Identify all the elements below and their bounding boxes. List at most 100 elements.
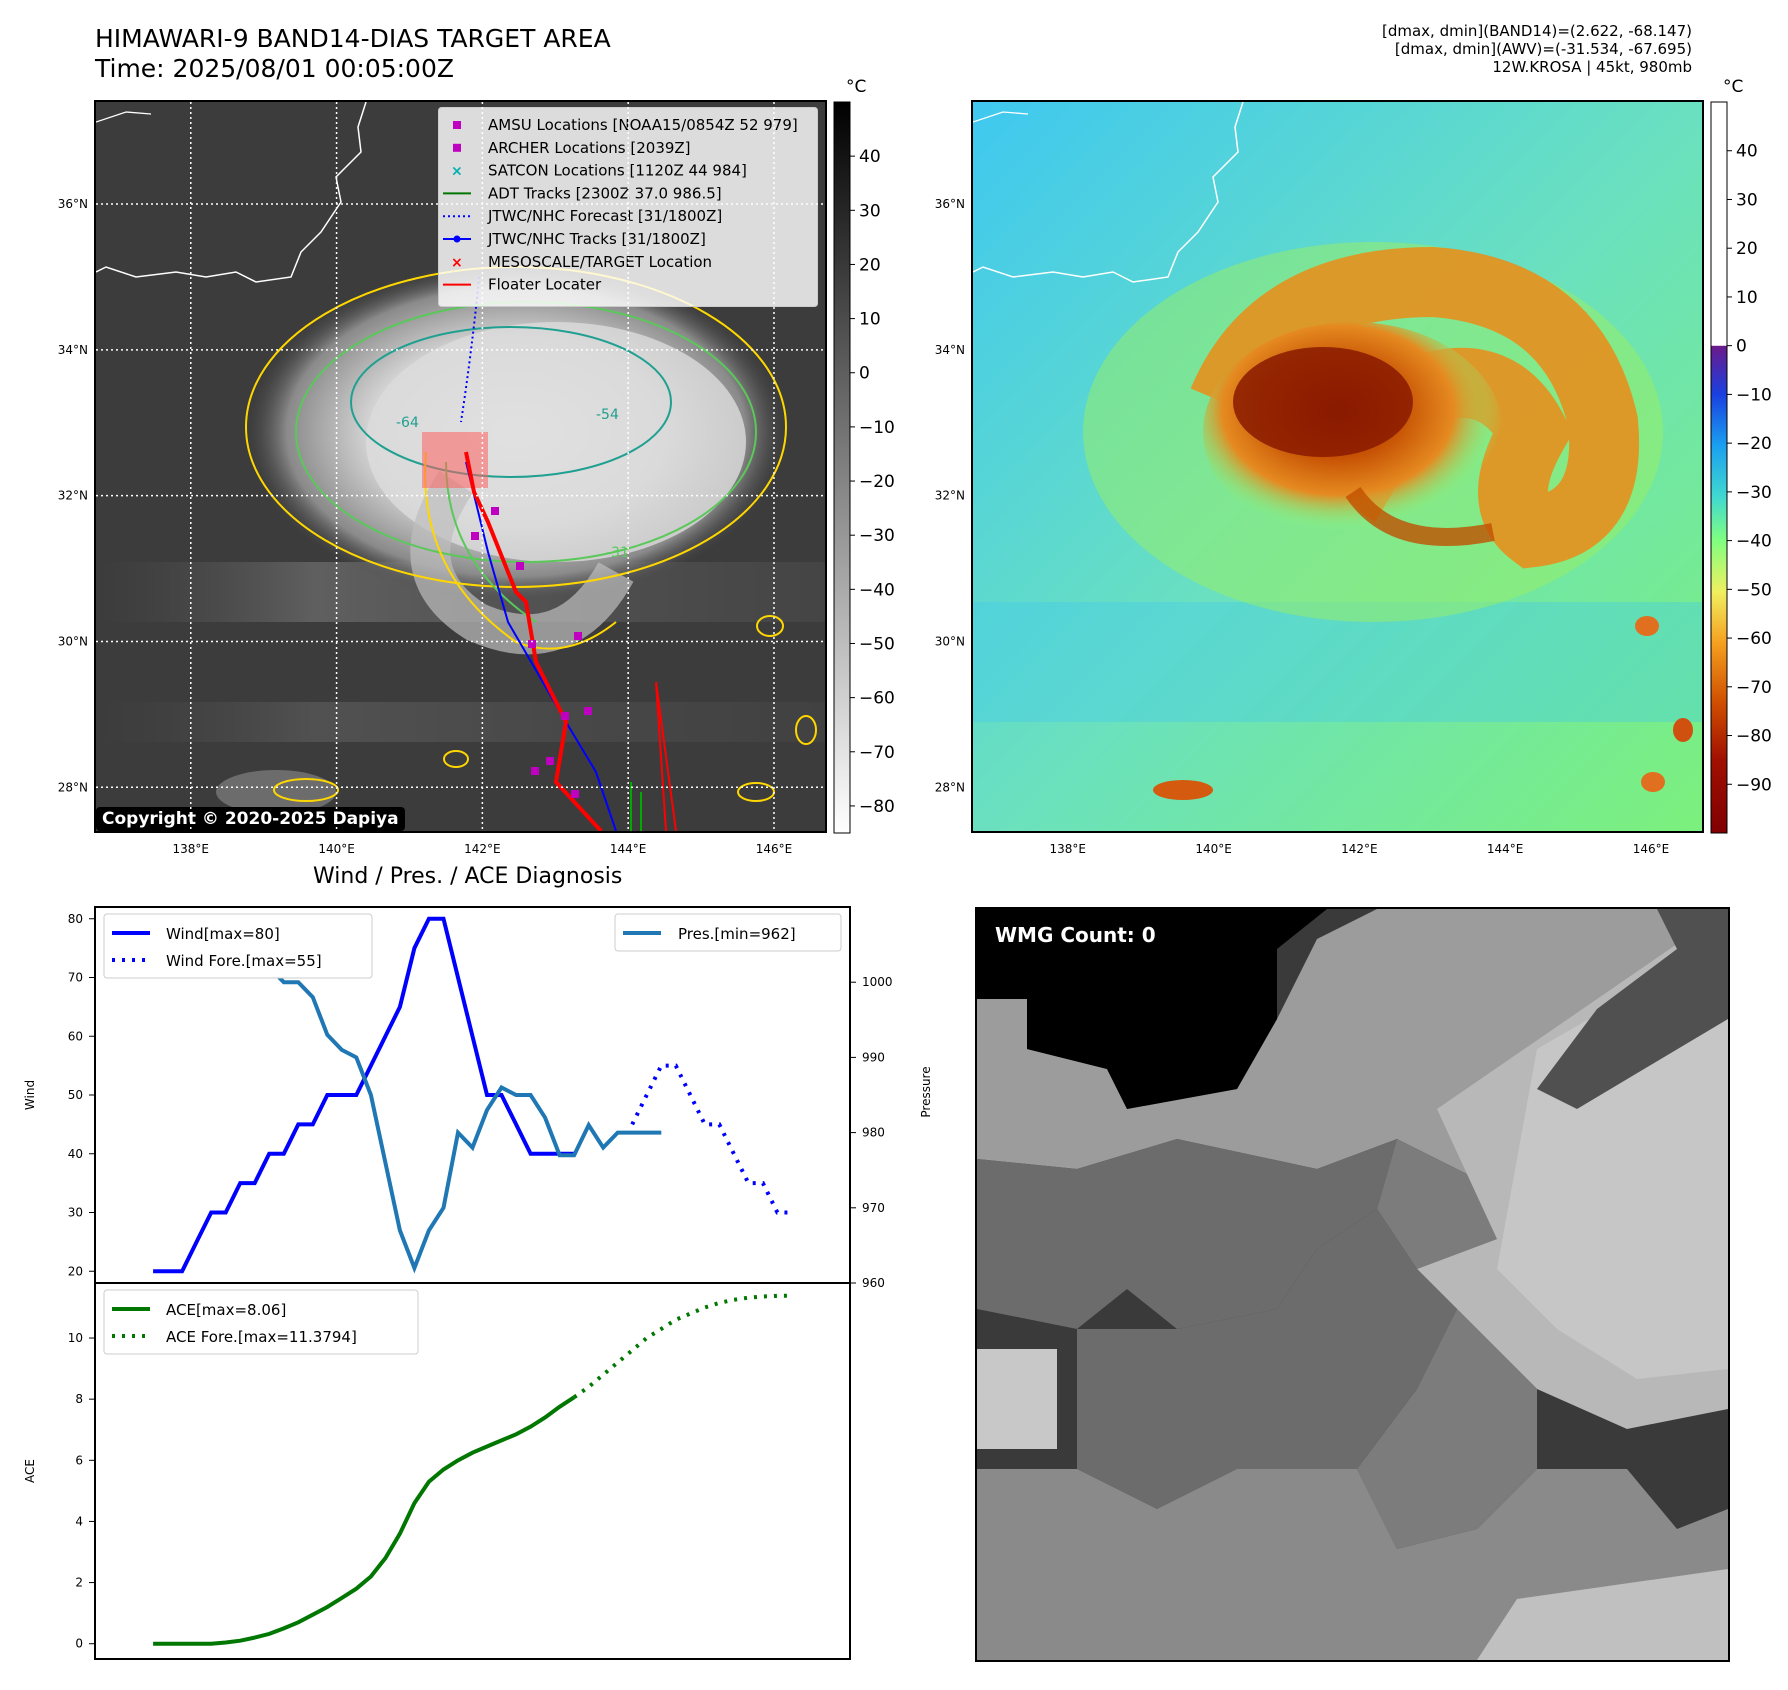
- colorbar-left-unit: °C: [846, 77, 866, 97]
- wind-ytick-label: 70: [68, 971, 83, 985]
- pressure-legend: Pres.[min=962]: [614, 913, 842, 952]
- legend-label: Wind Fore.[max=55]: [166, 952, 322, 970]
- colorbar-tick-label: 20: [1736, 239, 1758, 259]
- colorbar-tick-label: 0: [859, 364, 870, 384]
- wind-ytick-label: 80: [68, 912, 83, 926]
- wind-ytick-label: 50: [68, 1088, 83, 1102]
- colorbar-tick-label: 20: [859, 255, 881, 275]
- ace-axes: [94, 1282, 851, 1660]
- title-line-2: Time: 2025/08/01 00:05:00Z: [95, 54, 454, 83]
- awv-map-image: [973, 102, 1702, 831]
- legend-label: ACE Fore.[max=11.3794]: [166, 1328, 357, 1346]
- legend-item-label: ARCHER Locations [2039Z]: [488, 139, 691, 157]
- colorbar-tick-label: 30: [859, 201, 881, 221]
- pressure-ytick-label: 960: [862, 1276, 885, 1290]
- colorbar-tick-label: −50: [1736, 580, 1772, 600]
- pressure-ytick-label: 990: [862, 1050, 885, 1064]
- target-area-box: [422, 432, 488, 488]
- info-line-1: [dmax, dmin](BAND14)=(2.622, -68.147): [1381, 22, 1692, 40]
- ace-ytick-label: 8: [75, 1392, 83, 1406]
- diagnosis-title: Wind / Pres. / ACE Diagnosis: [313, 864, 623, 889]
- wmg-image: [977, 909, 1728, 1660]
- title-line-1: HIMAWARI-9 BAND14-DIAS TARGET AREA: [95, 24, 611, 53]
- ace-legend: ACE[max=8.06] ACE Fore.[max=11.3794]: [103, 1289, 419, 1355]
- ace-ytick-label: 6: [75, 1453, 83, 1467]
- map-legend-item: ADT Tracks [2300Z 37.0 986.5]: [443, 184, 722, 202]
- legend-square-marker: [453, 143, 461, 152]
- colorbar-tick-label: 30: [1736, 190, 1758, 210]
- ace-ytick-label: 2: [75, 1576, 83, 1590]
- colorbar-tick-label: 10: [1736, 288, 1758, 308]
- wind-ytick-label: 20: [68, 1264, 83, 1278]
- wind-legend: Wind[max=80] Wind Fore.[max=55]: [103, 913, 373, 979]
- colorbar-tick-label: −10: [859, 418, 895, 438]
- map-legend-item: JTWC/NHC Tracks [31/1800Z]: [443, 230, 706, 248]
- ace-series-line-1: [572, 1293, 792, 1399]
- storm-info: [dmax, dmin](BAND14)=(2.622, -68.147) [d…: [1382, 22, 1692, 76]
- colorbar-tick-label: −40: [859, 580, 895, 600]
- wind-ytick-label: 40: [68, 1147, 83, 1161]
- legend-item-label: JTWC/NHC Tracks [31/1800Z]: [487, 230, 706, 248]
- colorbar-tick-label: −20: [859, 472, 895, 492]
- map-legend-item: × MESOSCALE/TARGET Location: [451, 253, 712, 271]
- ace-ytick-label: 0: [75, 1637, 83, 1651]
- wind-axis-label: Wind: [23, 1080, 37, 1110]
- colorbar-left: °C 40 30 20 10 0 −10 −20 −30 −40 −50 −60 −70 −80: [833, 77, 895, 834]
- colorbar-tick-label: −80: [859, 797, 895, 817]
- forecast-track: [460, 276, 480, 423]
- map-legend-item: Floater Locater: [443, 276, 602, 294]
- wmg-count-label: WMG Count: 0: [995, 923, 1156, 947]
- floater-locater: [655, 681, 677, 831]
- legend-item-label: SATCON Locations [1120Z 44 984]: [488, 162, 747, 180]
- colorbar-tick-label: −30: [859, 526, 895, 546]
- awv-map-panel: [971, 100, 1704, 833]
- ace-series-line-0: [153, 1395, 576, 1646]
- ace-ytick-label: 4: [75, 1514, 83, 1528]
- pressure-axis-label: Pressure: [919, 1066, 933, 1117]
- map-legend-item: JTWC/NHC Forecast [31/1800Z]: [443, 207, 722, 225]
- legend-label: ACE[max=8.06]: [166, 1301, 286, 1319]
- colorbar-tick-label: 0: [1736, 337, 1747, 357]
- colorbar-right-unit: °C: [1723, 77, 1743, 97]
- legend-item-label: ADT Tracks [2300Z 37.0 986.5]: [488, 184, 722, 202]
- colorbar-tick-label: −30: [1736, 483, 1772, 503]
- map-legend-item: ARCHER Locations [2039Z]: [453, 139, 691, 157]
- legend-item-label: MESOSCALE/TARGET Location: [488, 253, 712, 271]
- figure-title: HIMAWARI-9 BAND14-DIAS TARGET AREA Time:…: [95, 24, 611, 84]
- colorbar-tick-label: −60: [859, 689, 895, 709]
- pressure-ytick-label: 980: [862, 1126, 885, 1140]
- contour-label-64: -64: [396, 415, 419, 431]
- contour-label-31: -31: [606, 545, 629, 561]
- colorbar-tick-label: −20: [1736, 434, 1772, 454]
- pressure-ytick-label: 970: [862, 1201, 885, 1215]
- colorbar-right: °C 40 30 20 10 0 −10 −20 −30 −40 −50 −60 −70 −80 −90: [1710, 77, 1772, 834]
- wmg-panel: WMG Count: 0: [975, 907, 1730, 1662]
- colorbar-tick-label: −10: [1736, 385, 1772, 405]
- info-line-2: [dmax, dmin](AWV)=(-31.534, -67.695): [1394, 40, 1692, 58]
- legend-x-marker: ×: [451, 255, 463, 271]
- colorbar-tick-label: −40: [1736, 532, 1772, 552]
- legend-label: Pres.[min=962]: [678, 925, 796, 943]
- colorbar-tick-label: −70: [1736, 678, 1772, 698]
- contour-label-54: -54: [596, 407, 619, 423]
- colorbar-tick-label: −60: [1736, 629, 1772, 649]
- colorbar-tick-label: −80: [1736, 727, 1772, 747]
- colorbar-tick-label: 40: [859, 147, 881, 167]
- colorbar-tick-label: −90: [1736, 775, 1772, 795]
- legend-item-label: JTWC/NHC Forecast [31/1800Z]: [487, 207, 722, 225]
- legend-item-label: Floater Locater: [488, 276, 602, 294]
- info-line-3: 12W.KROSA | 45kt, 980mb: [1492, 58, 1692, 76]
- series-line-1: [630, 1063, 792, 1215]
- legend-item-label: AMSU Locations [NOAA15/0854Z 52 979]: [488, 116, 798, 134]
- ace-axis-label: ACE: [23, 1459, 37, 1483]
- legend-dot-marker: [453, 235, 461, 243]
- ir-map-panel: -54 -64 -31 AMSU Locations [NOAA15/0854Z…: [94, 100, 827, 833]
- colorbar-tick-label: −70: [859, 743, 895, 763]
- wind-ytick-label: 60: [68, 1029, 83, 1043]
- copyright-badge: Copyright © 2020-2025 Dapiya: [96, 807, 405, 831]
- colorbar-tick-label: 40: [1736, 142, 1758, 162]
- pressure-ytick-label: 1000: [862, 975, 893, 989]
- wind-ytick-label: 30: [68, 1206, 83, 1220]
- colorbar-tick-label: −50: [859, 634, 895, 654]
